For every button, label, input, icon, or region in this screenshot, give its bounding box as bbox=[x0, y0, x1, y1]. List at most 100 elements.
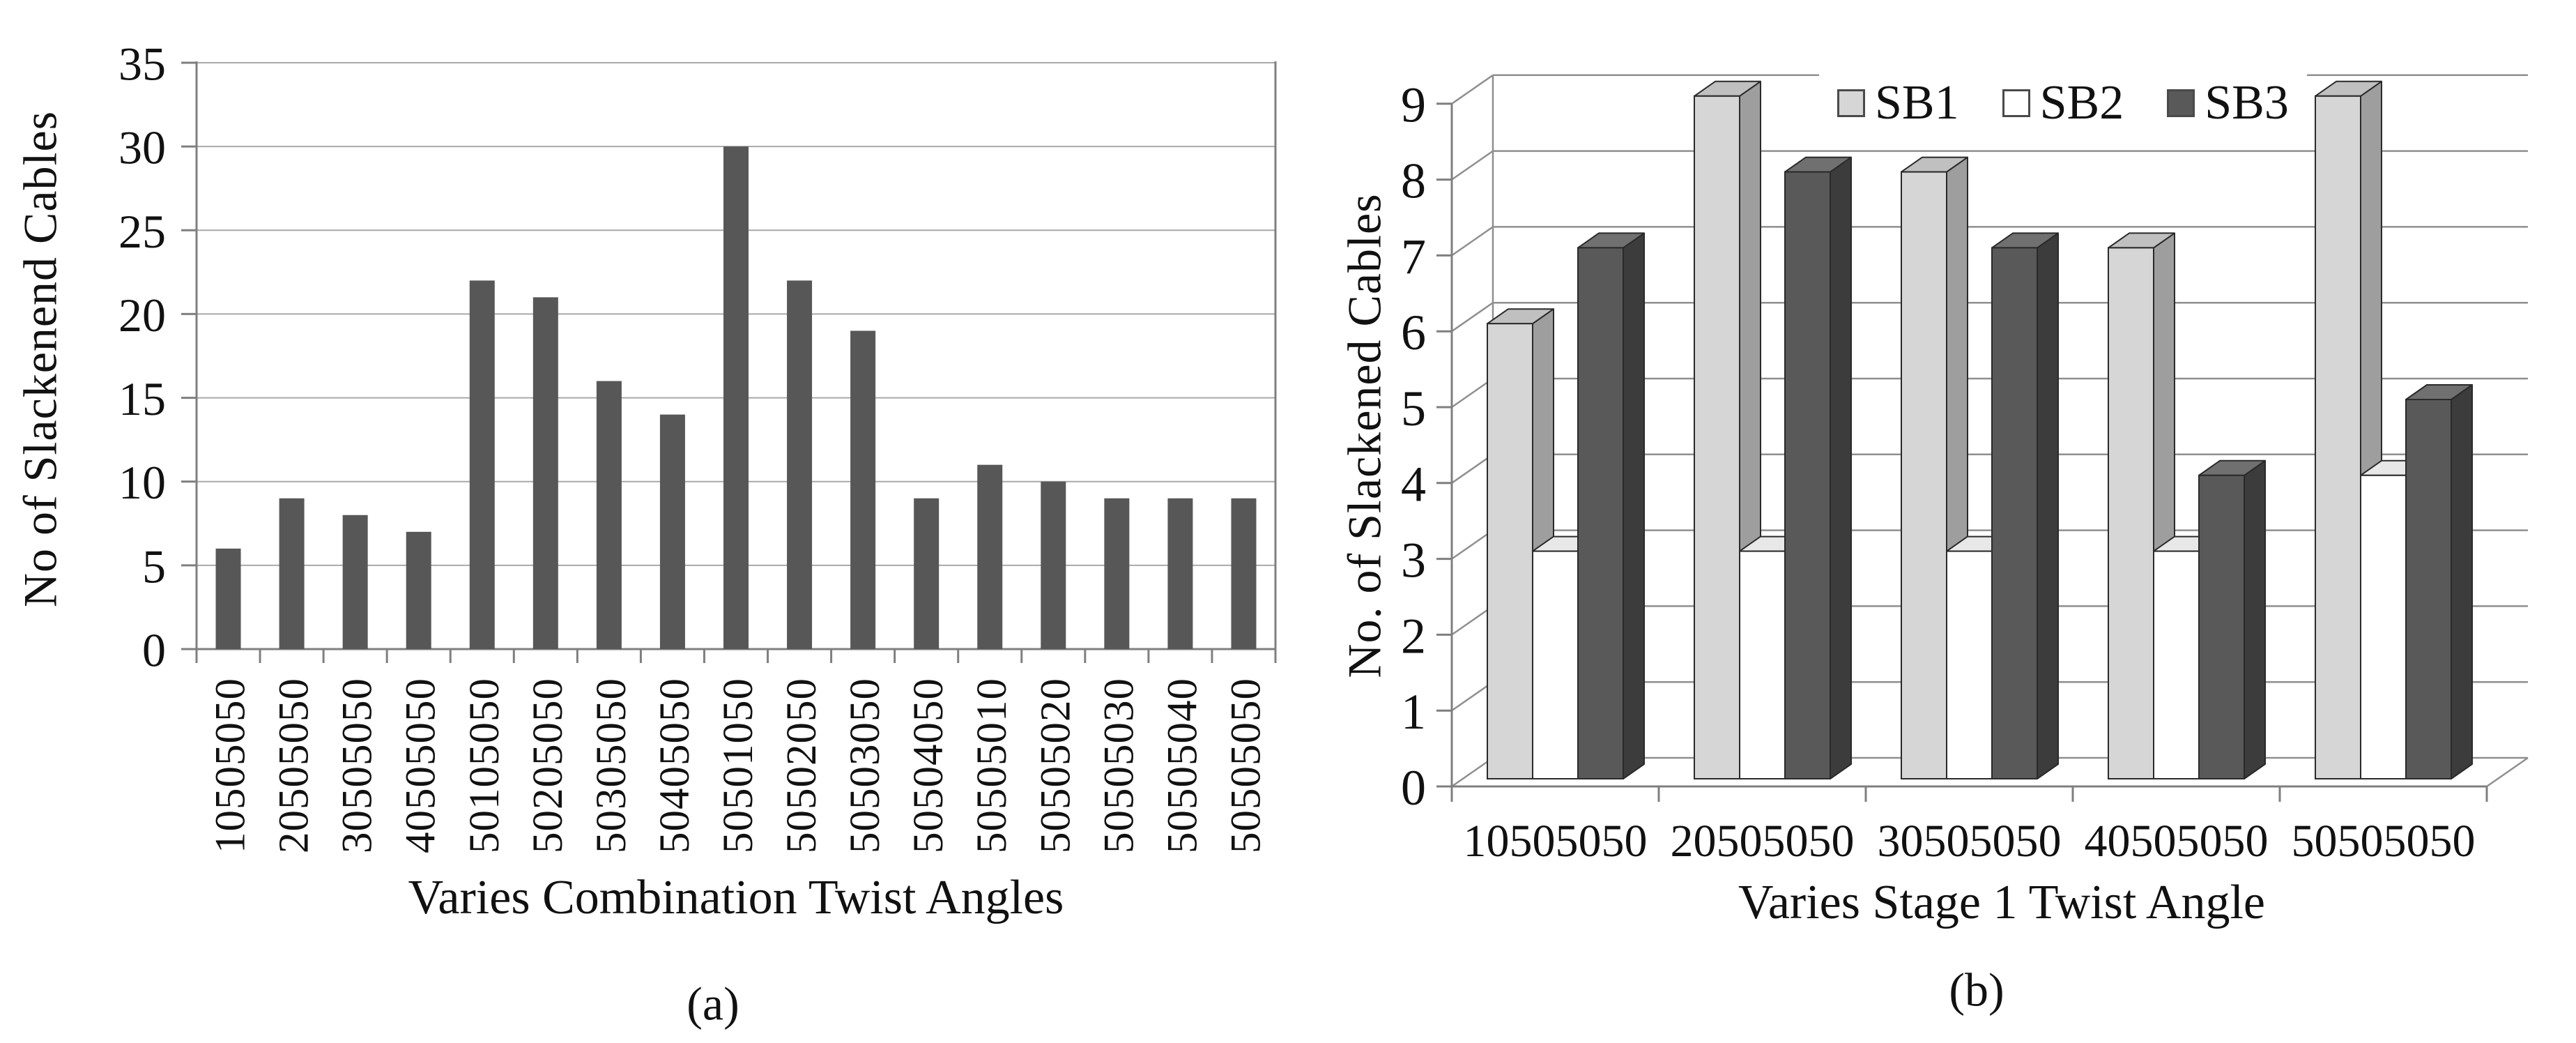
y-tick-label: 0 bbox=[1401, 760, 1426, 816]
bar-50503050 bbox=[850, 330, 876, 649]
y-tick-label: 2 bbox=[1401, 608, 1426, 664]
x-category-label: 50505020 bbox=[1032, 678, 1079, 853]
bar-20505050 bbox=[279, 498, 305, 649]
bar-front-face bbox=[1784, 171, 1831, 780]
bar-front-face bbox=[2108, 247, 2154, 779]
bar-side-face bbox=[2451, 384, 2473, 779]
x-category-label: 50505040 bbox=[1159, 678, 1206, 853]
x-category-label: 50105050 bbox=[461, 678, 508, 853]
gridline-depth-connector bbox=[1451, 453, 1494, 484]
bar-50505040 bbox=[1167, 498, 1193, 649]
gridline-depth-connector bbox=[1451, 377, 1494, 409]
bar-50305050 bbox=[596, 381, 622, 649]
bar-50505010 bbox=[977, 464, 1003, 649]
y-tick-label: 35 bbox=[118, 37, 166, 90]
y-tick-label: 9 bbox=[1401, 77, 1426, 133]
x-category-label: 40505050 bbox=[2085, 816, 2269, 867]
bar-front-face bbox=[1694, 95, 1740, 780]
bar-50505050 bbox=[1231, 498, 1257, 649]
y-tick-label: 5 bbox=[142, 540, 166, 593]
bar-front-face bbox=[2405, 399, 2452, 779]
y-tick-label: 15 bbox=[118, 372, 166, 425]
legend-swatch-sb1 bbox=[1837, 89, 1865, 117]
gridline-depth-connector bbox=[1451, 150, 1494, 181]
gridline-depth-connector bbox=[1451, 226, 1494, 257]
chart-b-legend: SB1 SB2 SB3 bbox=[1819, 70, 2307, 137]
x-category-label: 20505050 bbox=[1671, 816, 1855, 867]
bar-front-face bbox=[1577, 247, 1624, 779]
bar3d-SB3-30505050 bbox=[1991, 232, 2059, 779]
legend-item-sb1: SB1 bbox=[1837, 75, 1959, 131]
x-category-label: 50502050 bbox=[779, 678, 825, 853]
x-category-label: 50505010 bbox=[969, 678, 1015, 853]
y-tick-label: 25 bbox=[118, 205, 166, 258]
x-category-label: 10505050 bbox=[1464, 816, 1648, 867]
x-category-label: 50205050 bbox=[525, 678, 572, 853]
floor-right-edge bbox=[2486, 756, 2529, 788]
gridline-depth-connector bbox=[1451, 756, 1494, 788]
bar-front-face bbox=[1901, 171, 1947, 780]
legend-label-sb3: SB3 bbox=[2205, 76, 2289, 130]
legend-label-sb1: SB1 bbox=[1875, 76, 1959, 130]
y-tick-label: 20 bbox=[118, 289, 166, 342]
bar-50501050 bbox=[723, 146, 749, 650]
bar-50502050 bbox=[787, 280, 813, 649]
bar3d-SB3-10505050 bbox=[1577, 232, 1645, 779]
legend-item-sb3: SB3 bbox=[2167, 75, 2289, 131]
x-category-label: 50501050 bbox=[715, 678, 762, 853]
bar-50405050 bbox=[659, 414, 685, 649]
bar-side-face bbox=[2037, 232, 2059, 779]
y-tick-label: 30 bbox=[118, 121, 166, 174]
bar-front-face bbox=[2153, 550, 2200, 779]
bar-front-face bbox=[2198, 474, 2245, 779]
bar-front-face bbox=[1532, 550, 1579, 779]
x-category-label: 10505050 bbox=[208, 678, 254, 853]
x-category-label: 30505050 bbox=[1878, 816, 2062, 867]
chart-b-caption: (b) bbox=[1949, 963, 2004, 1017]
x-category-label: 50504050 bbox=[905, 678, 952, 853]
x-category-label: 40505050 bbox=[398, 678, 445, 853]
bar-50105050 bbox=[469, 280, 495, 649]
legend-swatch-sb2 bbox=[2002, 89, 2030, 117]
y-tick-label: 1 bbox=[1401, 684, 1426, 740]
x-category-label: 50505050 bbox=[1222, 678, 1269, 853]
bar-40505050 bbox=[406, 531, 431, 649]
bar-50505030 bbox=[1104, 498, 1130, 649]
y-tick-label: 5 bbox=[1401, 381, 1426, 436]
chart-a-plot: 0 5 10 15 20 25 30 35 10505050 20505050 30505050 40… bbox=[118, 37, 1277, 853]
bar-10505050 bbox=[215, 548, 241, 649]
bar-side-face bbox=[2244, 459, 2266, 779]
y-tick-label: 10 bbox=[118, 456, 166, 509]
bar3d-SB3-40505050 bbox=[2198, 459, 2266, 779]
y-tick-label: 6 bbox=[1401, 305, 1426, 360]
bar-30505050 bbox=[342, 515, 368, 649]
x-category-label: 20505050 bbox=[271, 678, 318, 853]
legend-label-sb2: SB2 bbox=[2039, 76, 2124, 130]
legend-item-sb2: SB2 bbox=[2002, 75, 2124, 131]
chart-a-x-axis-title: Varies Combination Twist Angles bbox=[408, 871, 1064, 924]
chart-a-caption: (a) bbox=[687, 977, 739, 1030]
bar3d-SB3-50505050 bbox=[2405, 384, 2473, 779]
gridline-depth-connector bbox=[1451, 302, 1494, 333]
gridline-depth-connector bbox=[1451, 529, 1494, 560]
bar-front-face bbox=[1487, 323, 1533, 779]
y-tick-label: 4 bbox=[1401, 457, 1426, 512]
gridline-depth-connector bbox=[1451, 681, 1494, 712]
bar3d-SB3-20505050 bbox=[1784, 156, 1852, 780]
bar-side-face bbox=[1623, 232, 1645, 779]
chart-b-x-axis-title: Varies Stage 1 Twist Angle bbox=[1738, 876, 2265, 929]
bar-front-face bbox=[1946, 550, 1993, 779]
x-category-label: 50305050 bbox=[588, 678, 635, 853]
bar-50205050 bbox=[532, 297, 558, 649]
x-category-label: 30505050 bbox=[335, 678, 381, 853]
bar-front-face bbox=[2360, 474, 2407, 779]
bar-front-face bbox=[1739, 550, 1786, 779]
y-tick-label: 3 bbox=[1401, 533, 1426, 588]
bar-front-face bbox=[2315, 95, 2361, 780]
gridline-depth-connector bbox=[1451, 605, 1494, 636]
y-tick-label: 7 bbox=[1401, 229, 1426, 284]
bar-side-face bbox=[1830, 156, 1852, 779]
bar-50504050 bbox=[914, 498, 940, 649]
